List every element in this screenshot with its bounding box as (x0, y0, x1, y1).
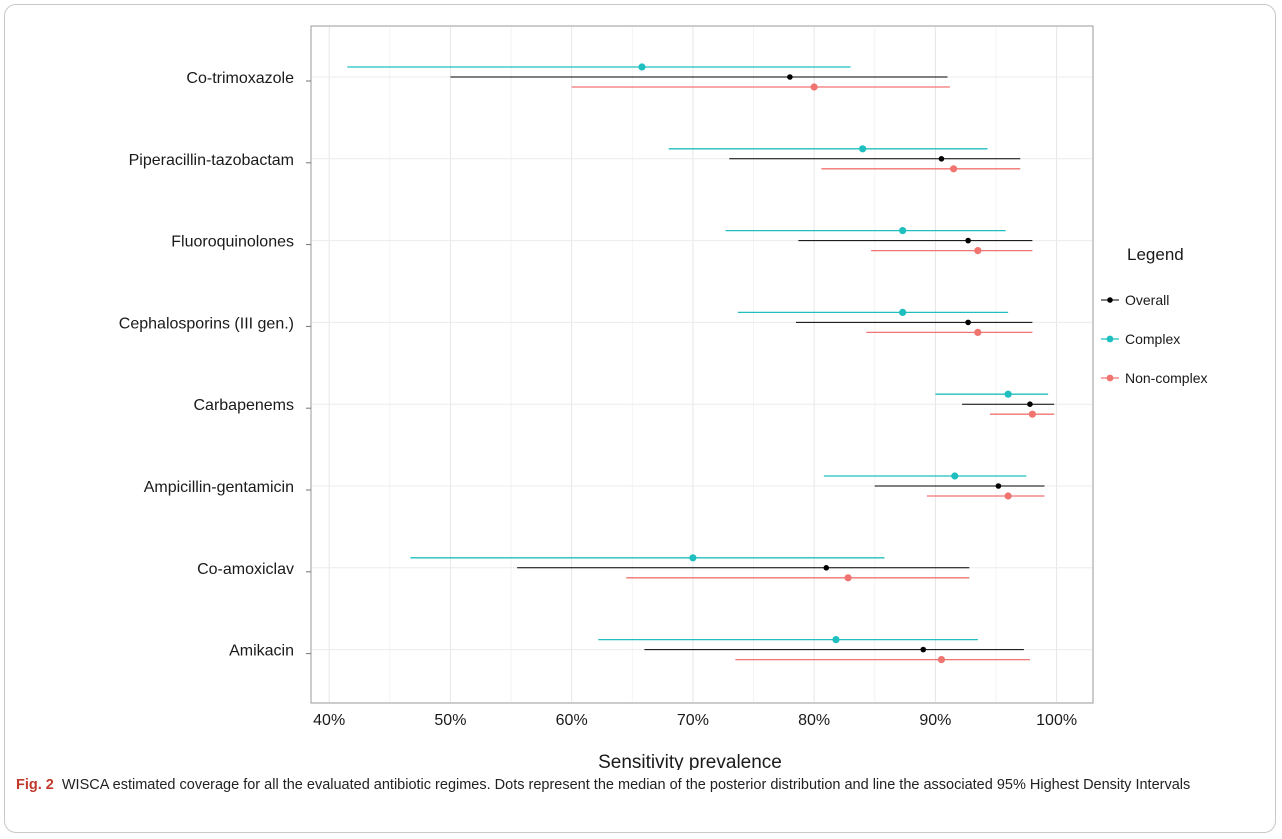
median-point (920, 646, 927, 653)
figure-caption: Fig. 2 WISCA estimated coverage for all t… (16, 775, 1256, 796)
series-non-complex (571, 83, 1055, 664)
figure-label: Fig. 2 (16, 777, 54, 793)
median-point (1004, 492, 1012, 500)
x-axis-ticks: 40% 50% 60% 70% 80% 90% 100% (313, 712, 1077, 729)
caption-text: WISCA estimated coverage for all the eva… (61, 777, 1191, 793)
median-point (787, 74, 793, 80)
category-label: Co-trimoxazole (186, 70, 294, 87)
x-tick-label: 70% (677, 712, 709, 729)
median-point (949, 165, 958, 173)
x-tick-label: 90% (919, 712, 951, 729)
series-complex (347, 63, 1049, 644)
legend-key-point (1107, 297, 1113, 303)
median-point (974, 247, 982, 255)
legend-key-point (1106, 335, 1114, 343)
median-point (951, 472, 959, 480)
legend-item: Overall (1101, 292, 1169, 308)
plot-panel (310, 25, 1094, 704)
median-point (974, 328, 982, 336)
series-layer (347, 63, 1055, 664)
legend: Legend Overall Complex Non-complex (1101, 245, 1207, 386)
median-point (832, 636, 840, 644)
median-point (899, 308, 907, 316)
median-point (638, 63, 646, 71)
median-point (965, 319, 971, 326)
median-point (844, 574, 852, 582)
legend-item: Complex (1101, 331, 1180, 347)
category-labels: Co-trimoxazole Piperacillin-tazobactam Flu… (119, 70, 311, 660)
median-point (1004, 390, 1012, 398)
legend-label: Complex (1125, 331, 1180, 347)
chart: Co-trimoxazole Piperacillin-tazobactam Flu… (119, 25, 1207, 770)
legend-key-point (1106, 374, 1114, 382)
category-label: Carbapenems (194, 397, 295, 414)
median-point (689, 554, 697, 562)
legend-title: Legend (1127, 245, 1184, 264)
category-label: Cephalosporins (III gen.) (119, 315, 294, 332)
figure-frame (4, 4, 1276, 833)
median-point (823, 565, 830, 571)
median-point (937, 656, 946, 664)
median-point (810, 83, 818, 91)
x-tick-label: 40% (313, 712, 345, 729)
category-label: Ampicillin-gentamicin (144, 479, 294, 496)
category-label: Co-amoxiclav (197, 561, 294, 578)
category-label: Amikacin (229, 643, 294, 660)
median-point (1027, 401, 1033, 408)
category-label: Fluoroquinolones (171, 234, 294, 251)
x-tick-label: 80% (798, 712, 830, 729)
category-label: Piperacillin-tazobactam (129, 152, 294, 169)
x-tick-label: 60% (556, 712, 588, 729)
legend-label: Non-complex (1125, 370, 1207, 386)
median-point (995, 483, 1002, 489)
median-point (859, 145, 867, 153)
x-tick-label: 50% (434, 712, 466, 729)
x-axis-title: Sensitivity prevalence (598, 752, 782, 770)
x-tick-label: 100% (1036, 712, 1077, 729)
median-point (1028, 410, 1036, 418)
median-point (938, 156, 945, 162)
series-overall (450, 74, 1055, 653)
median-point (965, 237, 971, 244)
median-point (899, 227, 907, 235)
legend-item: Non-complex (1101, 370, 1207, 386)
legend-label: Overall (1125, 292, 1169, 308)
